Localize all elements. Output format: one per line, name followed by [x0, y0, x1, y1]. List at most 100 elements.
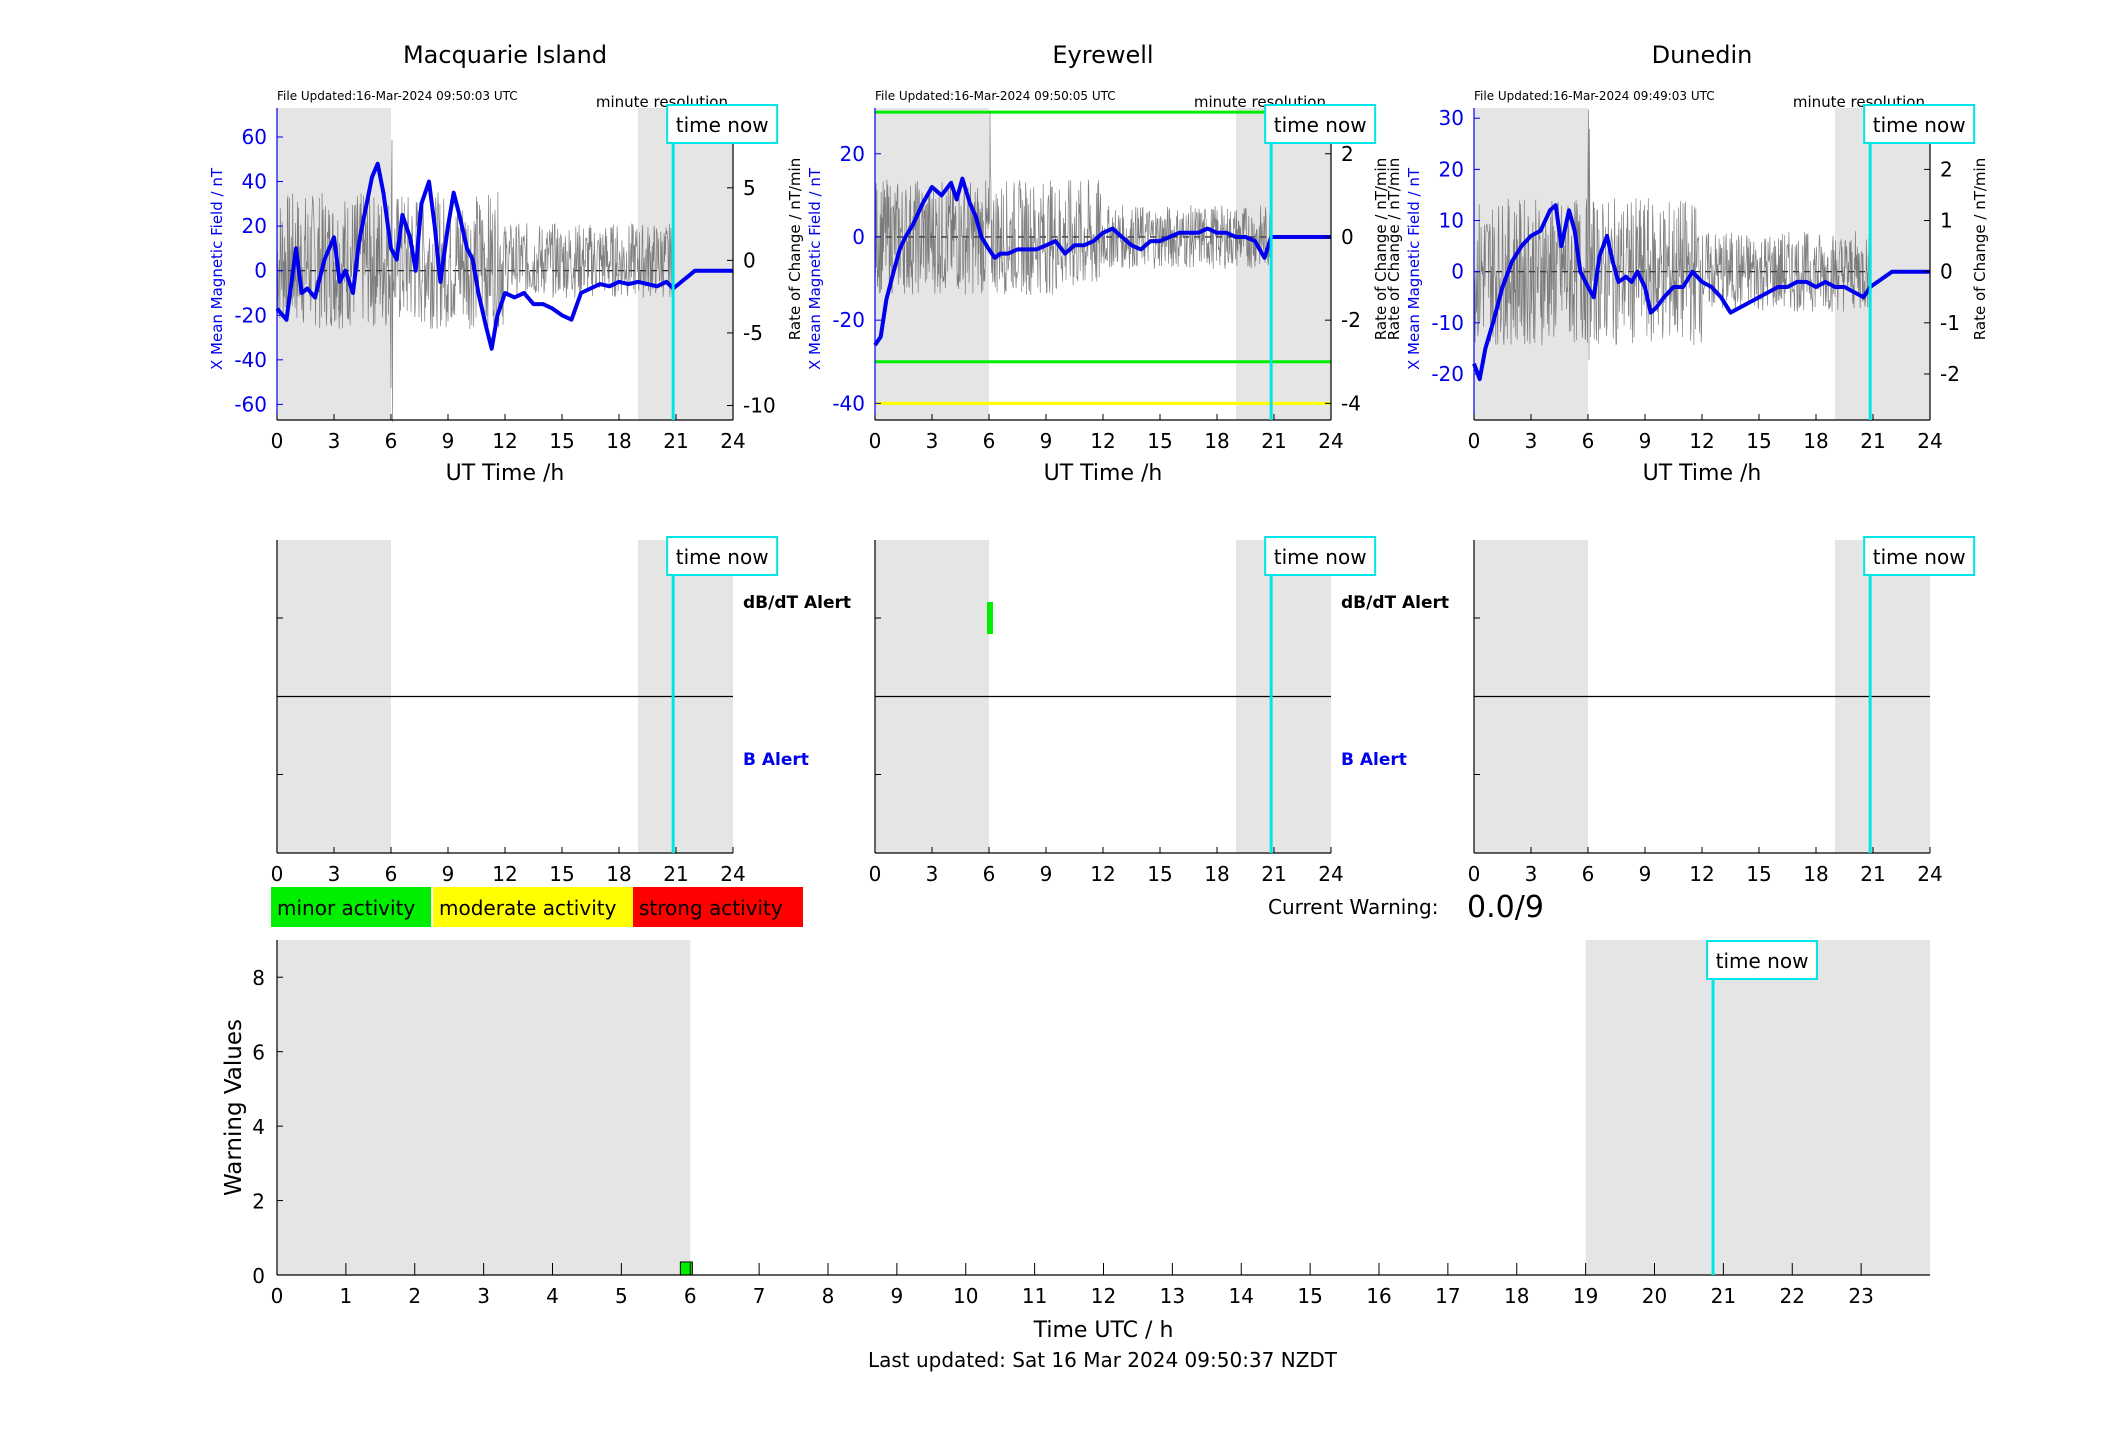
x-tick-label: 15	[1147, 429, 1172, 453]
x-axis-label: UT Time /h	[446, 461, 565, 486]
rate-of-change-trace	[874, 111, 1272, 295]
x-tick-label: 6	[983, 429, 996, 453]
night-shade	[1236, 108, 1331, 420]
x-tick-label: 20	[1642, 1284, 1667, 1308]
y-tick-right-label: 0	[1940, 260, 1953, 284]
x-tick-label: 21	[1860, 429, 1885, 453]
x-tick-label: 24	[1318, 862, 1343, 886]
night-shade	[875, 108, 989, 420]
time-now-box	[1863, 536, 1976, 576]
x-tick-label: 18	[1803, 862, 1828, 886]
station-panel-2: Dunedin File Updated:16-Mar-2024 09:49:03…	[1385, 41, 1989, 486]
b-alert-label: B Alert	[743, 750, 809, 770]
x-tick-label: 0	[271, 862, 284, 886]
y-tick-right-label: 2	[1940, 157, 1953, 181]
x-tick-label: 13	[1160, 1284, 1185, 1308]
x-tick-label: 18	[1204, 862, 1229, 886]
station-panel-1: Eyrewell File Updated:16-Mar-2024 09:50:0…	[786, 41, 1390, 486]
legend-label-strong: strong activity	[639, 896, 783, 920]
x-tick-label: 9	[442, 429, 455, 453]
x-tick-label: 3	[1525, 862, 1538, 886]
activity-legend: minor activity moderate activity strong ac…	[271, 887, 803, 927]
time-now-label: time now	[1873, 113, 1966, 137]
dbdt-alert-label: dB/dT Alert	[743, 593, 851, 613]
x-tick-label: 6	[1582, 429, 1595, 453]
x-tick-label: 0	[271, 429, 284, 453]
time-now-label: time now	[676, 113, 769, 137]
x-tick-label: 15	[1746, 862, 1771, 886]
x-tick-label: 6	[983, 862, 996, 886]
time-now-label: time now	[676, 545, 769, 569]
y-tick-label: -60	[234, 392, 267, 416]
x-tick-label: 0	[271, 1284, 284, 1308]
x-tick-label: 18	[606, 862, 631, 886]
x-tick-label: 0	[1468, 862, 1481, 886]
y-tick-label: -20	[832, 308, 865, 332]
x-axis-label: UT Time /h	[1044, 461, 1163, 486]
file-updated-label: File Updated:16-Mar-2024 09:50:03 UTC	[277, 89, 518, 103]
night-shade	[638, 108, 733, 420]
time-now-label: time now	[1716, 949, 1809, 973]
y-tick-right-label: -1	[1940, 311, 1960, 335]
x-tick-label: 21	[1860, 862, 1885, 886]
y-axis-label-right: Rate of Change / nT/min	[1971, 158, 1989, 340]
y-axis-label-left: X Mean Magnetic Field / nT	[208, 167, 226, 370]
rate-of-change-trace	[276, 139, 674, 422]
x-tick-label: 3	[477, 1284, 490, 1308]
x-tick-label: 18	[1504, 1284, 1529, 1308]
y-tick-right-label: -5	[743, 321, 763, 345]
y-tick-label: 8	[252, 966, 265, 990]
x-tick-label: 12	[1689, 429, 1714, 453]
x-tick-label: 24	[1318, 429, 1343, 453]
y-tick-label: 40	[242, 170, 267, 194]
current-warning-label: Current Warning:	[1268, 895, 1438, 919]
x-tick-label: 23	[1848, 1284, 1873, 1308]
x-tick-label: 8	[822, 1284, 835, 1308]
alert-panel-0: 0 3 6 9 12 15 18 21 24 dB/dT Alert B Alert time now	[271, 536, 851, 886]
y-tick-label: 2	[252, 1190, 265, 1214]
y-tick-right-label: 1	[1940, 209, 1953, 233]
x-tick-label: 21	[1261, 429, 1286, 453]
x-tick-label: 11	[1022, 1284, 1047, 1308]
x-tick-label: 24	[1917, 429, 1942, 453]
file-updated-label: File Updated:16-Mar-2024 09:49:03 UTC	[1474, 89, 1715, 103]
x-tick-label: 12	[492, 862, 517, 886]
x-axis-label: UT Time /h	[1643, 461, 1762, 486]
y-tick-label: 20	[840, 142, 865, 166]
current-warning-value: 0.0/9	[1467, 890, 1544, 925]
x-tick-label: 0	[1468, 429, 1481, 453]
x-tick-label: 15	[549, 862, 574, 886]
night-shade	[1585, 940, 1930, 1275]
x-tick-label: 18	[606, 429, 631, 453]
y-tick-right-label: 0	[743, 248, 756, 272]
y-tick-right-label: 5	[743, 176, 756, 200]
legend-swatch-minor	[271, 887, 431, 927]
y-tick-label: 10	[1439, 209, 1464, 233]
station-title: Macquarie Island	[403, 41, 607, 69]
x-tick-label: 24	[720, 429, 745, 453]
y-tick-label: 20	[242, 214, 267, 238]
time-now-box	[666, 536, 779, 576]
time-now-box	[1264, 104, 1377, 144]
x-tick-label: 9	[1639, 862, 1652, 886]
rate-axis-label: Rate of Change / nT/min	[786, 158, 804, 340]
y-tick-right-label: -2	[1940, 362, 1960, 386]
y-tick-label: -10	[1431, 311, 1464, 335]
x-tick-label: 12	[1090, 862, 1115, 886]
x-tick-label: 15	[1746, 429, 1771, 453]
x-tick-label: 24	[1917, 862, 1942, 886]
dbdt-alert-label: dB/dT Alert	[1341, 593, 1449, 613]
y-tick-label: 4	[252, 1115, 265, 1139]
x-tick-label: 18	[1204, 429, 1229, 453]
y-tick-right-label: 2	[1341, 142, 1354, 166]
x-tick-label: 0	[869, 862, 882, 886]
x-tick-label: 18	[1803, 429, 1828, 453]
x-tick-label: 21	[663, 429, 688, 453]
time-now-box	[666, 104, 779, 144]
x-tick-label: 24	[720, 862, 745, 886]
x-tick-label: 6	[684, 1284, 697, 1308]
x-tick-label: 15	[549, 429, 574, 453]
y-tick-right-label: 0	[1341, 225, 1354, 249]
x-tick-label: 15	[1147, 862, 1172, 886]
x-tick-label: 9	[891, 1284, 904, 1308]
